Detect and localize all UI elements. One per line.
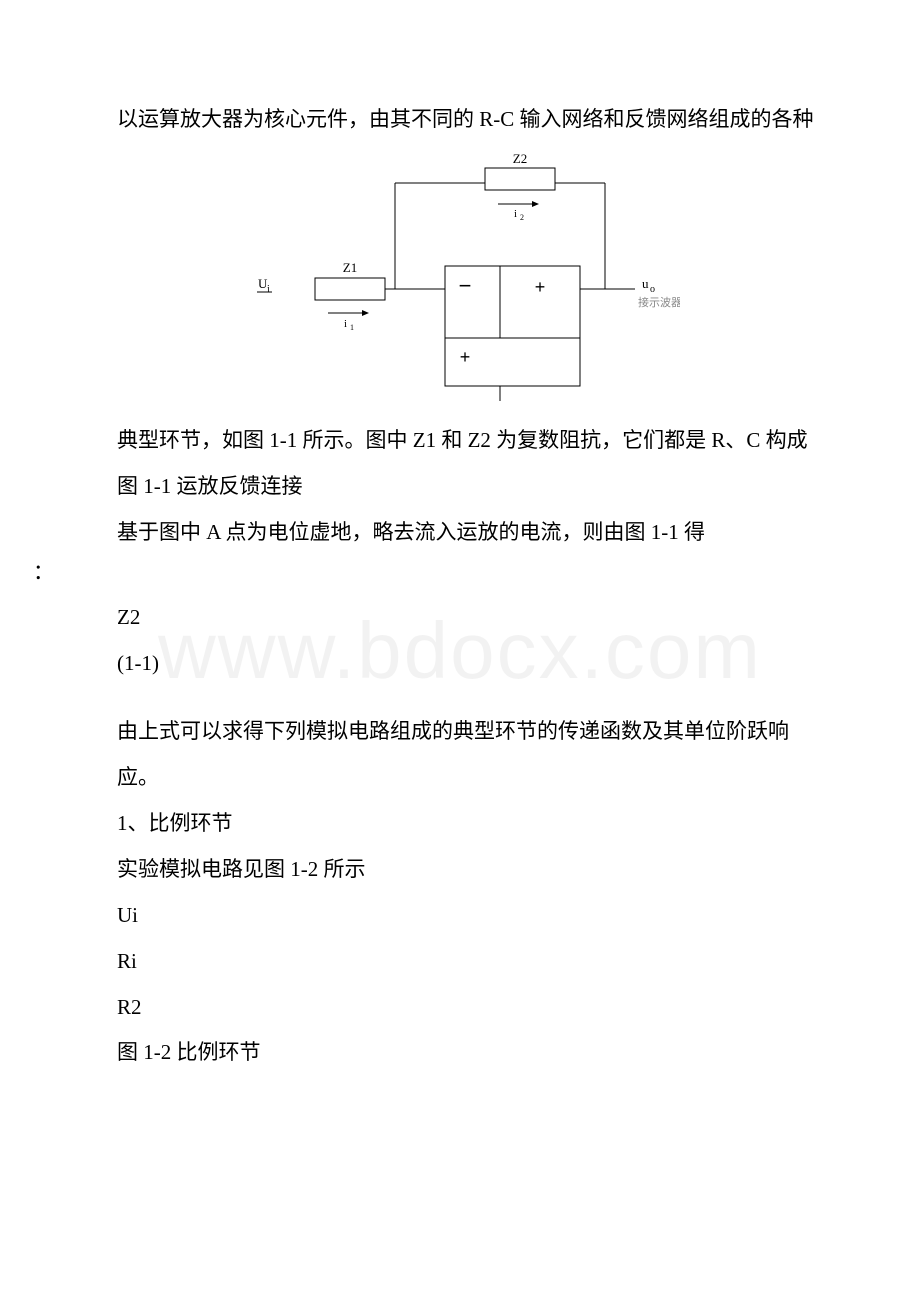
svg-text:1: 1 bbox=[350, 323, 354, 332]
label-ri: Ri bbox=[75, 942, 845, 982]
svg-text:2: 2 bbox=[520, 213, 524, 222]
paragraph-4: 基于图中 A 点为电位虚地，略去流入运放的电流，则由图 1-1 得 ： bbox=[75, 513, 845, 593]
equation-number: (1-1) bbox=[75, 644, 845, 684]
formula-z2: Z2 bbox=[75, 598, 845, 638]
label-ui: Ui bbox=[75, 896, 845, 936]
paragraph-intro-1: 以运算放大器为核心元件，由其不同的 R-C 输入网络和反馈网络组成的各种 bbox=[75, 100, 845, 140]
svg-text:i: i bbox=[344, 318, 347, 330]
paragraph-8: 应。 bbox=[75, 758, 845, 798]
figure-1-1-container: UiZ1i1−++uo接示波器Z2i2 bbox=[75, 148, 845, 403]
svg-text:+: + bbox=[535, 277, 546, 297]
svg-text:u: u bbox=[642, 276, 649, 291]
label-r2: R2 bbox=[75, 988, 845, 1028]
figure-1-2-caption: 图 1-2 比例环节 bbox=[75, 1033, 845, 1073]
paragraph-10: 实验模拟电路见图 1-2 所示 bbox=[75, 850, 845, 890]
paragraph-7: 由上式可以求得下列模拟电路组成的典型环节的传递函数及其单位阶跃响 bbox=[75, 712, 845, 752]
svg-text:o: o bbox=[650, 284, 655, 295]
opamp-feedback-diagram: UiZ1i1−++uo接示波器Z2i2 bbox=[240, 148, 680, 403]
svg-text:+: + bbox=[460, 347, 471, 367]
svg-text:i: i bbox=[267, 284, 270, 295]
section-proportional: 1、比例环节 bbox=[75, 804, 845, 844]
figure-1-1-caption: 图 1-1 运放反馈连接 bbox=[75, 467, 845, 507]
svg-text:接示波器: 接示波器 bbox=[638, 296, 680, 309]
paragraph-4b: ： bbox=[33, 553, 54, 593]
svg-text:Z2: Z2 bbox=[513, 151, 527, 166]
paragraph-2: 典型环节，如图 1-1 所示。图中 Z1 和 Z2 为复数阻抗，它们都是 R、C… bbox=[75, 421, 845, 461]
svg-text:−: − bbox=[459, 273, 472, 298]
svg-text:Z1: Z1 bbox=[343, 260, 357, 275]
svg-text:i: i bbox=[514, 208, 517, 220]
paragraph-4a: 基于图中 A 点为电位虚地，略去流入运放的电流，则由图 1-1 得 bbox=[117, 520, 705, 544]
